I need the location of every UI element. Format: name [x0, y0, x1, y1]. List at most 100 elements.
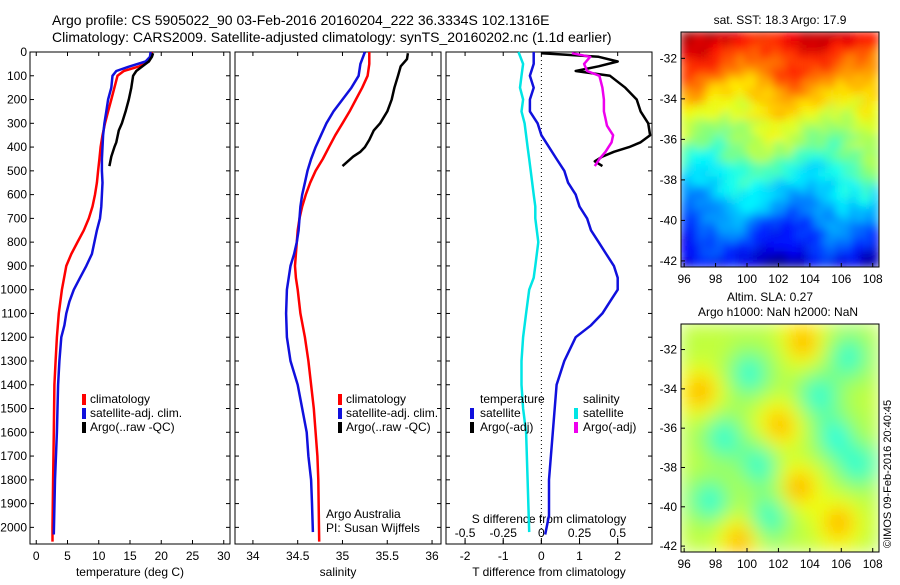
map-cell — [828, 207, 838, 217]
map-cell — [842, 479, 852, 489]
map-cell — [771, 119, 781, 129]
map-cell — [681, 60, 690, 70]
map-cell — [736, 437, 746, 447]
map-cell — [814, 372, 824, 382]
map-cell — [814, 38, 824, 48]
map-cell — [722, 170, 732, 180]
map-cell — [779, 444, 789, 454]
map-cell — [736, 192, 746, 202]
map-cell — [856, 155, 866, 166]
map-cell — [835, 351, 845, 361]
sst-title: sat. SST: 18.3 Argo: 17.9 — [714, 13, 847, 27]
map-cell — [771, 372, 781, 382]
map-cell — [771, 67, 781, 77]
map-cell — [681, 89, 690, 100]
map-cell — [835, 358, 845, 368]
map-cell — [807, 229, 817, 239]
map-cell — [715, 422, 725, 432]
map-cell — [828, 522, 838, 532]
map-cell — [821, 479, 831, 489]
map-cell — [870, 126, 879, 136]
map-cell — [849, 199, 859, 210]
map-cell — [701, 543, 711, 552]
map-cell — [764, 330, 774, 340]
map-cell — [870, 141, 879, 151]
map-cell — [694, 536, 704, 546]
map-cell — [870, 119, 879, 129]
map-cell — [849, 45, 859, 55]
map-cell — [771, 437, 781, 447]
map-cell — [793, 244, 803, 254]
map-cell — [722, 53, 732, 63]
map-cell — [849, 32, 859, 41]
map-cell — [743, 437, 753, 447]
map-cell — [856, 344, 866, 354]
map-cell — [786, 508, 796, 518]
map-cell — [779, 244, 789, 254]
map-cell — [835, 458, 845, 468]
map-cell — [821, 536, 831, 546]
map-cell — [863, 177, 873, 188]
map-cell — [835, 45, 845, 55]
map-cell — [722, 365, 732, 375]
map-cell — [729, 236, 739, 246]
map-cell — [849, 422, 859, 432]
map-cell — [736, 472, 746, 482]
map-cell — [694, 126, 704, 136]
map-cell — [842, 543, 852, 552]
map-cell — [681, 494, 690, 504]
map-cell — [835, 236, 845, 246]
map-cell — [687, 89, 697, 100]
map-cell — [764, 45, 774, 55]
map-cell — [681, 97, 690, 107]
map-cell — [715, 529, 725, 539]
map-cell — [750, 330, 760, 340]
map-cell — [708, 89, 718, 100]
map-cell — [743, 465, 753, 475]
map-cell — [835, 529, 845, 539]
map-cell — [715, 119, 725, 129]
map-cell — [807, 155, 817, 166]
map-cell — [849, 437, 859, 447]
map-cell — [701, 251, 711, 261]
map-cell — [771, 543, 781, 552]
map-cell — [701, 422, 711, 432]
map-cell — [786, 408, 796, 418]
map-cell — [743, 67, 753, 77]
map-cell — [807, 199, 817, 210]
map-cell — [835, 97, 845, 107]
map-cell — [729, 529, 739, 539]
map-frame — [680, 323, 880, 553]
map-cell — [807, 365, 817, 375]
map-cell — [681, 258, 690, 267]
map-cell — [757, 185, 767, 195]
map-cell — [856, 229, 866, 239]
map-cell — [863, 408, 873, 418]
map-cell — [757, 458, 767, 468]
map-cell — [736, 394, 746, 404]
map-cell — [779, 60, 789, 70]
map-cell — [849, 501, 859, 511]
map-cell — [701, 536, 711, 546]
map-cell — [708, 185, 718, 195]
map-cell — [800, 82, 810, 92]
map-x-tick-label: 104 — [800, 272, 820, 286]
map-cell — [807, 111, 817, 122]
map-cell — [835, 104, 845, 114]
map-cell — [750, 45, 760, 55]
map-cell — [835, 214, 845, 224]
map-cell — [814, 229, 824, 239]
map-cell — [764, 515, 774, 525]
map-cell — [701, 38, 711, 48]
map-cell — [750, 251, 760, 261]
map-cell — [694, 494, 704, 504]
map-cell — [729, 324, 739, 333]
map-cell — [687, 387, 697, 397]
map-cell — [793, 258, 803, 267]
map-cell — [807, 141, 817, 151]
map-cell — [715, 324, 725, 333]
map-cell — [786, 163, 796, 173]
map-cell — [842, 251, 852, 261]
map-cell — [786, 444, 796, 454]
